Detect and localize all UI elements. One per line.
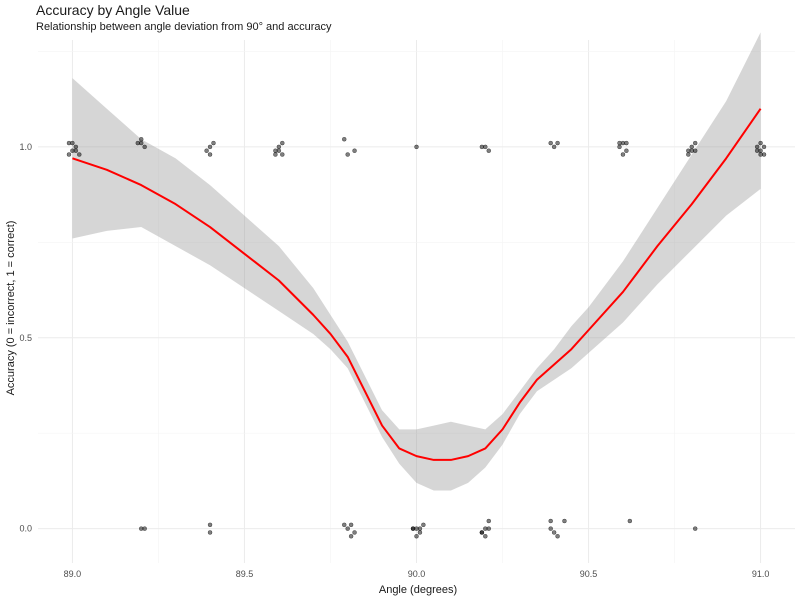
data-point (555, 534, 560, 539)
data-point (142, 526, 147, 531)
data-point (73, 144, 79, 150)
data-point (410, 526, 416, 531)
data-point (280, 140, 285, 146)
data-point (207, 530, 213, 535)
data-point (551, 530, 557, 535)
data-point (555, 140, 560, 146)
data-point (627, 518, 633, 524)
data-point (620, 152, 626, 157)
tick-label-layer: 89.0 89.5 90.0 90.5 91.0 0.0 0.5 1.0 (19, 142, 769, 579)
data-point (624, 140, 629, 146)
data-point (207, 152, 213, 157)
data-point (341, 522, 347, 528)
data-point (548, 526, 553, 531)
grid-layer (38, 40, 795, 563)
data-point (207, 522, 213, 528)
data-point (138, 137, 144, 142)
data-point (617, 140, 622, 146)
smooth-line-layer (72, 108, 762, 461)
points-layer (66, 137, 767, 539)
x-tick-label: 90.5 (580, 569, 598, 579)
data-point (486, 526, 492, 531)
data-point (273, 148, 278, 153)
y-tick-label: 0.0 (19, 524, 32, 534)
data-point (551, 144, 557, 150)
data-point (73, 148, 79, 153)
data-point (479, 530, 485, 535)
data-point (280, 152, 285, 157)
data-point (276, 144, 282, 150)
chart-subtitle: Relationship between angle deviation fro… (36, 21, 332, 33)
data-point (761, 144, 767, 150)
data-point (486, 518, 492, 524)
data-point (758, 140, 763, 146)
y-tick-label: 0.5 (19, 333, 32, 343)
data-point (138, 140, 144, 146)
confidence-band-layer (72, 32, 761, 491)
data-point (417, 530, 423, 535)
data-point (77, 152, 82, 157)
data-point (486, 148, 492, 153)
data-point (761, 152, 767, 157)
data-point (341, 137, 347, 142)
data-point (483, 534, 488, 539)
data-point (562, 518, 567, 524)
data-point (617, 144, 622, 150)
data-point (692, 526, 698, 531)
data-point (754, 144, 760, 150)
data-point (348, 534, 354, 539)
data-point (421, 522, 426, 528)
data-point (483, 144, 488, 150)
data-point (352, 530, 357, 535)
data-point (548, 140, 553, 146)
data-point (204, 148, 209, 153)
data-point (548, 518, 553, 524)
data-point (70, 140, 75, 146)
data-point (686, 152, 691, 157)
x-tick-label: 89.0 (64, 569, 82, 579)
y-axis-title: Accuracy (0 = incorrect, 1 = correct) (5, 221, 17, 396)
data-point (692, 140, 698, 146)
x-axis-title: Angle (degrees) (379, 584, 457, 596)
data-point (686, 148, 691, 153)
data-point (273, 152, 278, 157)
data-point (345, 526, 350, 531)
data-point (352, 148, 357, 153)
y-tick-label: 1.0 (19, 142, 32, 152)
data-point (758, 148, 763, 153)
chart-title: Accuracy by Angle Value (36, 2, 190, 18)
x-tick-label: 90.0 (408, 569, 426, 579)
x-tick-label: 91.0 (752, 569, 770, 579)
data-point (348, 522, 354, 528)
confidence-band (72, 32, 761, 491)
data-point (624, 148, 629, 153)
data-point (414, 534, 419, 539)
data-point (211, 140, 216, 146)
data-point (414, 144, 419, 150)
smooth-trend-line (72, 108, 762, 461)
data-point (66, 152, 72, 157)
data-point (689, 144, 695, 150)
data-point (142, 144, 147, 150)
x-tick-label: 89.5 (236, 569, 254, 579)
data-point (345, 152, 350, 157)
data-point (207, 144, 213, 150)
data-point (692, 148, 698, 153)
